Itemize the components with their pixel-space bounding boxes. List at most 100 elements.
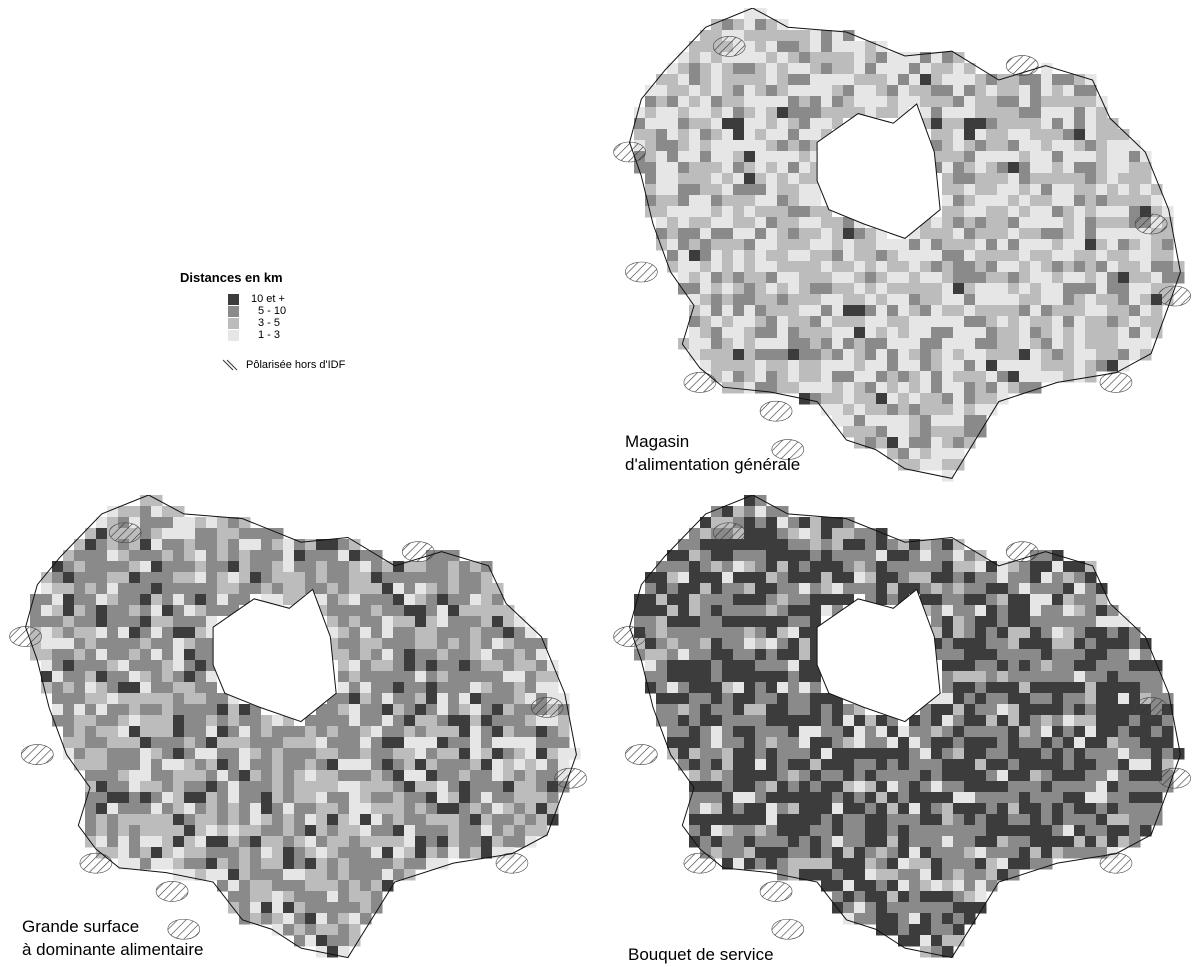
commune-cell [536,770,548,782]
commune-cell [349,704,361,716]
commune-cell [865,349,877,361]
commune-cell [931,792,943,804]
commune-cell [1008,803,1020,815]
commune-cell [942,118,954,130]
commune-cell [777,107,789,119]
commune-cell [942,682,954,694]
commune-cell [1118,305,1130,317]
commune-cell [1140,261,1152,273]
commune-cell [909,902,921,914]
commune-cell [294,737,306,749]
commune-cell [997,594,1009,606]
commune-cell [722,228,734,240]
commune-cell [118,627,130,639]
commune-cell [799,217,811,229]
commune-cell [909,880,921,892]
commune-cell [821,726,833,738]
commune-cell [909,814,921,826]
commune-cell [492,693,504,705]
commune-cell [437,671,449,683]
commune-cell [711,759,723,771]
commune-cell [898,74,910,86]
commune-cell [953,924,965,936]
commune-cell [1129,704,1141,716]
commune-cell [953,316,965,328]
commune-cell [1030,173,1042,185]
commune-cell [832,338,844,350]
commune-cell [722,96,734,108]
commune-cell [1019,118,1031,130]
commune-cell [700,748,712,760]
commune-cell [1008,283,1020,295]
commune-cell [667,572,679,584]
commune-cell [404,594,416,606]
commune-cell [645,572,657,584]
commune-cell [195,715,207,727]
commune-cell [876,748,888,760]
commune-cell [821,52,833,64]
commune-cell [744,107,756,119]
commune-cell [953,250,965,262]
commune-cell [766,184,778,196]
commune-cell [733,605,745,617]
commune-cell [1008,96,1020,108]
commune-cell [536,682,548,694]
commune-cell [173,814,185,826]
commune-cell [63,649,75,661]
commune-cell [667,140,679,152]
commune-cell [788,184,800,196]
commune-cell [536,638,548,650]
commune-cell [316,759,328,771]
commune-cell [931,836,943,848]
commune-cell [865,327,877,339]
commune-cell [1063,371,1075,383]
commune-cell [217,737,229,749]
commune-cell [766,228,778,240]
commune-cell [360,550,372,562]
commune-cell [437,616,449,628]
commune-cell [722,836,734,848]
commune-cell [437,693,449,705]
commune-cell [107,748,119,760]
commune-cell [1118,338,1130,350]
commune-cell [85,726,97,738]
commune-cell [1008,382,1020,394]
commune-cell [151,792,163,804]
commune-cell [481,847,493,859]
commune-cell [1019,616,1031,628]
commune-cell [931,748,943,760]
commune-cell [415,847,427,859]
commune-cell [360,792,372,804]
commune-cell [492,616,504,628]
commune-cell [1052,184,1064,196]
commune-cell [799,715,811,727]
commune-cell [942,594,954,606]
commune-cell [118,638,130,650]
commune-cell [898,550,910,562]
commune-cell [953,836,965,848]
commune-cell [887,792,899,804]
commune-cell [184,594,196,606]
commune-cell [393,638,405,650]
commune-cell [876,891,888,903]
commune-cell [1096,605,1108,617]
commune-cell [261,781,273,793]
commune-cell [404,660,416,672]
commune-cell [1096,206,1108,218]
commune-cell [865,360,877,372]
commune-cell [777,682,789,694]
commune-cell [986,649,998,661]
commune-cell [1019,792,1031,804]
commune-cell [843,74,855,86]
commune-cell [1129,660,1141,672]
commune-cell [1030,660,1042,672]
commune-cell [887,96,899,108]
commune-cell [1118,195,1130,207]
commune-cell [52,583,64,595]
commune-cell [876,239,888,251]
commune-cell [217,792,229,804]
commune-cell [986,173,998,185]
commune-cell [1151,316,1163,328]
commune-cell [733,627,745,639]
commune-cell [942,891,954,903]
